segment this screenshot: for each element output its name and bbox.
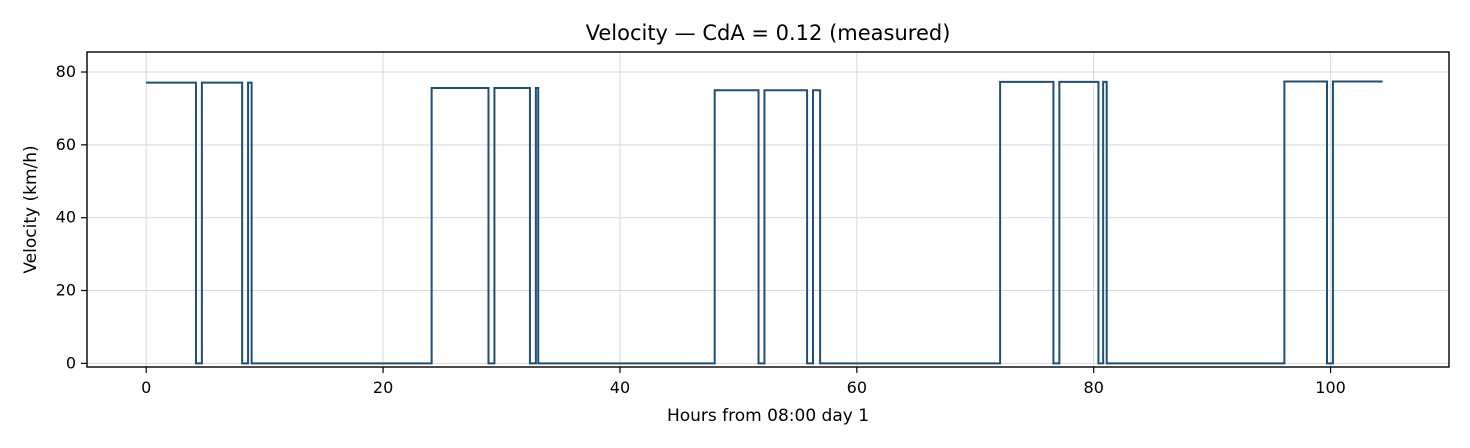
x-tick-label: 60 — [847, 378, 867, 397]
chart-title: Velocity — CdA = 0.12 (measured) — [586, 21, 951, 45]
y-axis-label: Velocity (km/h) — [21, 145, 41, 273]
x-tick-label: 40 — [610, 378, 630, 397]
y-tick-label: 20 — [56, 281, 76, 300]
grid — [87, 52, 1449, 367]
x-axis-ticks: 0 20 40 60 80 100 — [141, 367, 1346, 397]
x-axis-label: Hours from 08:00 day 1 — [667, 406, 869, 426]
x-tick-label: 100 — [1315, 378, 1346, 397]
plot-frame — [86, 51, 1450, 368]
velocity-series-line — [146, 80, 1383, 365]
y-tick-label: 80 — [56, 62, 76, 81]
x-tick-label: 0 — [141, 378, 151, 397]
x-tick-label: 20 — [373, 378, 393, 397]
y-axis-ticks: 0 20 40 60 80 — [56, 62, 87, 372]
y-tick-label: 60 — [56, 135, 76, 154]
x-tick-label: 80 — [1084, 378, 1104, 397]
y-tick-label: 40 — [56, 208, 76, 227]
y-tick-label: 0 — [66, 353, 76, 372]
